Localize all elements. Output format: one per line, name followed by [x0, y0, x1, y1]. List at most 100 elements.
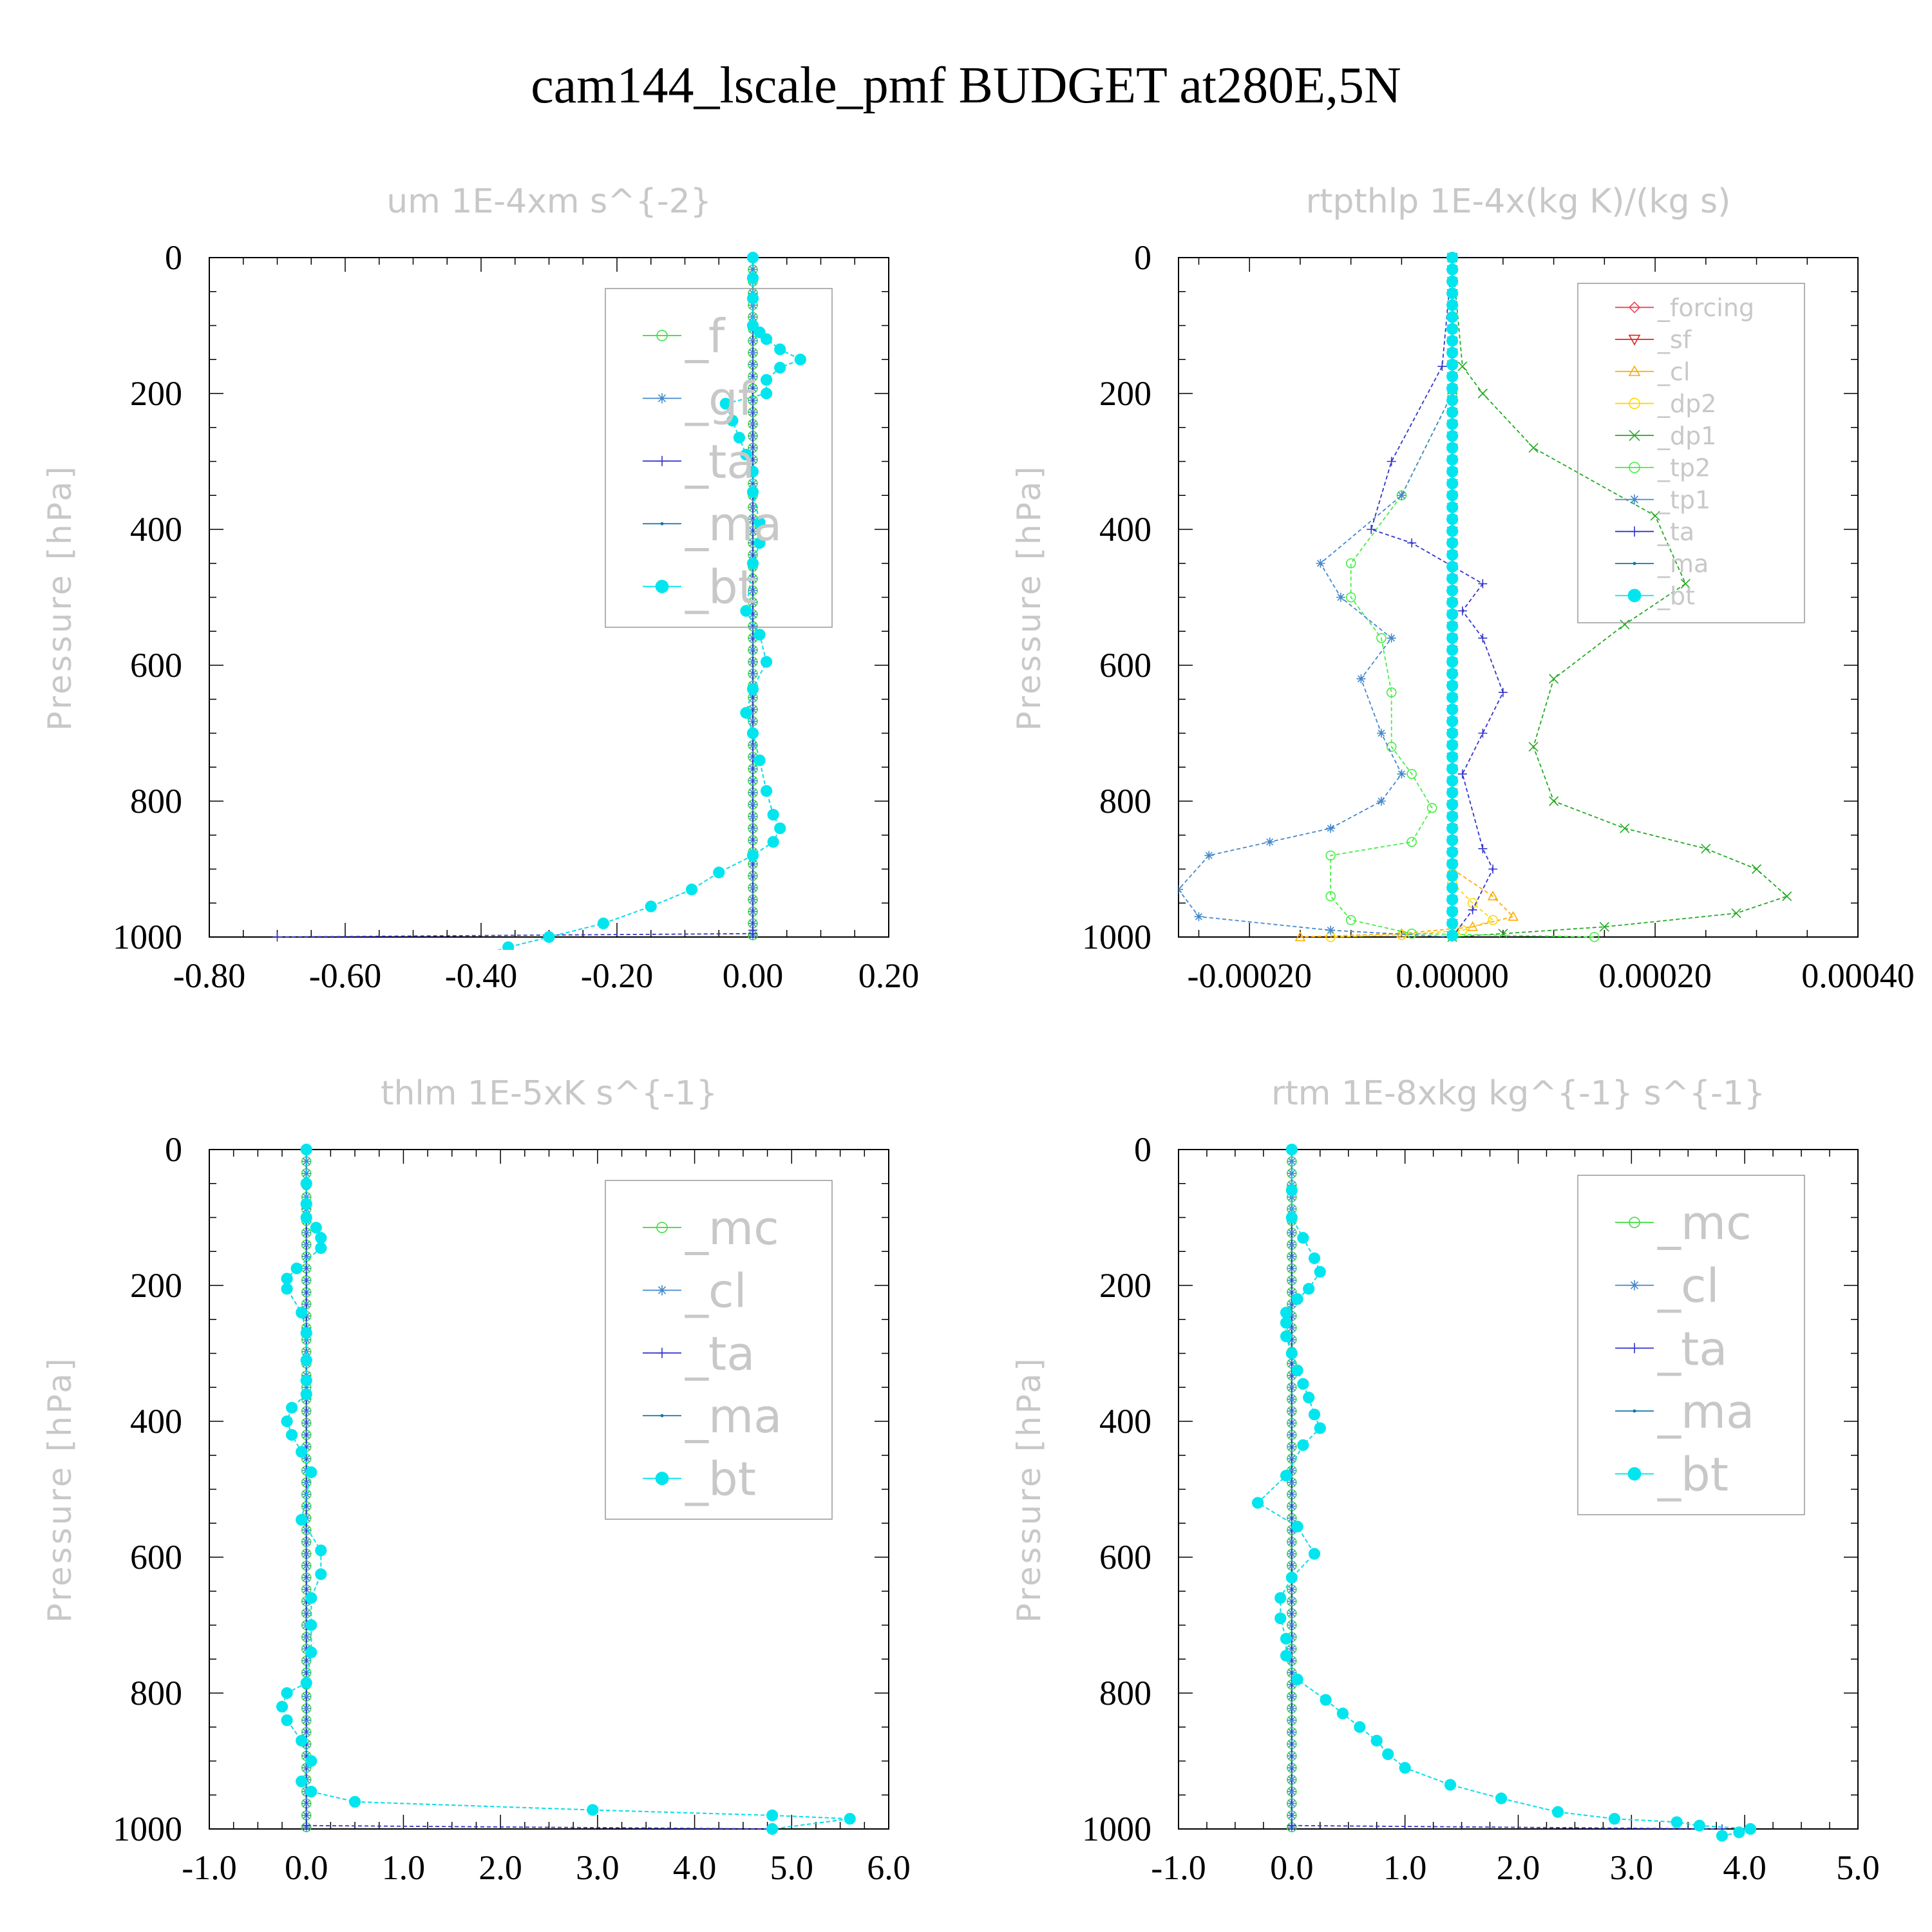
data-point — [1446, 299, 1459, 311]
data-point — [1751, 864, 1762, 875]
data-point — [1326, 824, 1336, 833]
panel-2: rtpthlp 1E-4x(kg K)/(kg s) Pressure [hPa]… — [1010, 182, 1915, 995]
x-tick-label: 5.0 — [770, 1848, 814, 1887]
data-point — [1446, 762, 1459, 775]
y-tick-label: 400 — [1099, 510, 1151, 549]
data-point — [748, 360, 757, 370]
data-point — [281, 1714, 293, 1727]
legend-box — [1577, 283, 1805, 623]
y-tick-label: 400 — [130, 510, 182, 549]
data-point — [1716, 1830, 1728, 1842]
data-point — [1316, 558, 1325, 568]
data-point — [296, 1776, 308, 1788]
data-point — [1291, 1364, 1303, 1376]
data-point — [1446, 311, 1459, 323]
data-point — [296, 1734, 308, 1747]
x-tick-label: 0.00020 — [1598, 956, 1712, 995]
data-point — [1446, 430, 1459, 442]
data-point — [1446, 799, 1459, 811]
data-point — [748, 574, 757, 583]
data-point — [1495, 1792, 1508, 1804]
data-point — [1287, 1406, 1296, 1416]
data-point — [767, 809, 779, 821]
legend-marker — [657, 1347, 667, 1358]
data-point — [1446, 489, 1459, 502]
data-point — [1287, 1466, 1296, 1475]
data-point — [1671, 1816, 1683, 1828]
data-point — [1280, 1470, 1293, 1482]
data-point — [1446, 287, 1459, 299]
data-point — [1303, 1391, 1315, 1404]
data-point — [1446, 573, 1459, 585]
data-point — [1457, 361, 1468, 372]
data-point — [1280, 1331, 1293, 1343]
data-point — [748, 645, 757, 655]
data-point — [1179, 885, 1183, 895]
y-axis-title: Pressure [hPa] — [41, 1356, 79, 1623]
data-point — [1446, 644, 1459, 656]
data-point — [1608, 1813, 1621, 1825]
data-point — [1446, 834, 1459, 846]
legend-label: _forcing — [1657, 294, 1754, 322]
data-point — [1308, 1252, 1321, 1264]
data-point — [1297, 1439, 1309, 1452]
series-line-ta — [305, 1150, 773, 1830]
x-tick-label: 3.0 — [576, 1848, 620, 1887]
x-tick-label: -0.80 — [173, 956, 245, 995]
data-point — [1285, 1184, 1298, 1197]
data-point — [1446, 846, 1459, 858]
panel-4: rtm 1E-8xkg kg^{-1} s^{-1} Pressure [hPa]… — [1010, 1074, 1880, 1887]
data-point — [1297, 1378, 1309, 1390]
data-point — [1446, 882, 1459, 894]
y-tick-label: 600 — [1099, 1538, 1151, 1577]
y-tick-label: 600 — [130, 646, 182, 685]
legend-label: _tp2 — [1657, 454, 1710, 482]
y-tick-label: 800 — [1099, 782, 1151, 820]
data-point — [746, 683, 759, 696]
data-point — [1446, 382, 1459, 395]
legend-marker — [656, 1222, 668, 1233]
data-point — [1287, 1157, 1296, 1166]
data-point — [1620, 620, 1630, 630]
data-point — [1345, 914, 1356, 925]
legend-marker — [1627, 589, 1642, 603]
legend-label: _ta — [1657, 1321, 1727, 1376]
data-point — [1446, 692, 1459, 704]
data-point — [1446, 442, 1459, 454]
data-point — [761, 387, 773, 400]
legend-marker — [657, 393, 667, 404]
data-point — [1457, 606, 1467, 616]
y-tick-label: 1000 — [1082, 1810, 1151, 1848]
data-point — [305, 1646, 317, 1658]
data-point — [540, 966, 544, 969]
data-point — [1680, 578, 1690, 589]
y-tick-label: 200 — [130, 374, 182, 413]
data-point — [1446, 394, 1459, 406]
legend-label: _cl — [685, 1264, 747, 1318]
data-point — [1446, 751, 1459, 763]
data-point — [1477, 388, 1488, 399]
legend-label: _gf — [685, 372, 755, 426]
data-point — [1287, 1703, 1296, 1713]
data-point — [305, 1592, 317, 1604]
y-tick-label: 1000 — [1082, 918, 1151, 956]
legend-label: _sf — [1657, 326, 1692, 354]
series-line-dp1 — [1452, 257, 1788, 938]
data-point — [300, 1211, 312, 1224]
data-point — [281, 1283, 293, 1295]
legend-marker — [1629, 430, 1640, 441]
data-point — [1551, 1806, 1564, 1818]
y-tick-label: 600 — [1099, 646, 1151, 685]
data-point — [412, 976, 415, 980]
data-point — [753, 629, 766, 641]
data-point — [1446, 359, 1459, 371]
x-tick-label: 5.0 — [1836, 1848, 1880, 1887]
data-point — [1446, 251, 1459, 264]
data-point — [713, 866, 725, 878]
series-line-bt — [497, 258, 802, 950]
data-point — [1446, 335, 1459, 347]
data-point — [748, 929, 757, 938]
legend-label: _tp1 — [1657, 486, 1710, 514]
data-point — [1446, 703, 1459, 715]
